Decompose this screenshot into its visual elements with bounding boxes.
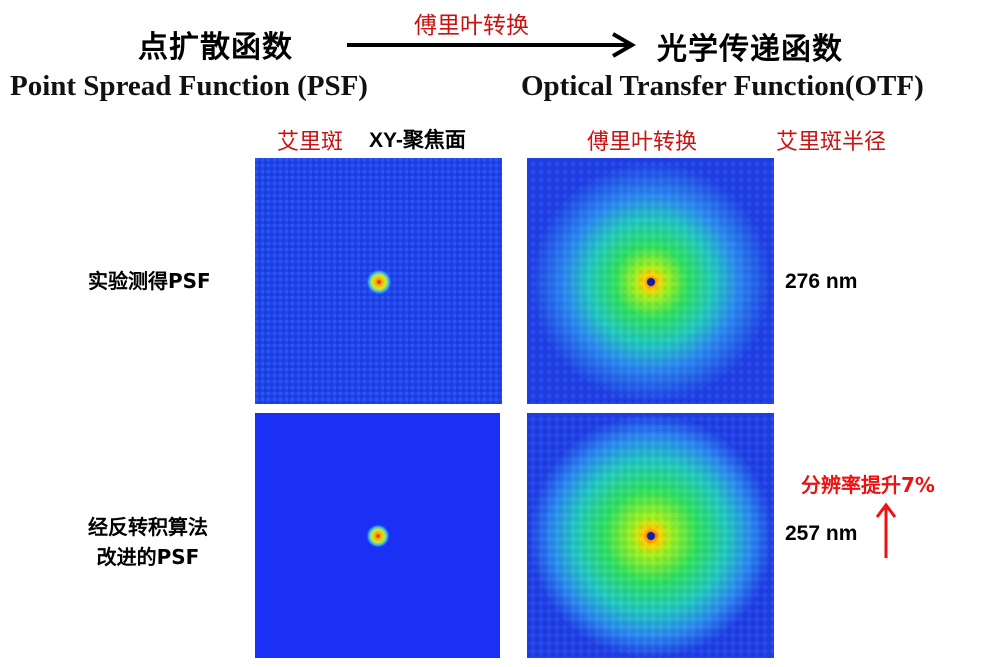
psf-title-en: Point Spread Function (PSF) <box>10 70 368 102</box>
otf-image-improved <box>527 413 774 658</box>
radius-value-improved: 257 nm <box>785 522 858 545</box>
otf-image-measured <box>527 158 774 404</box>
right-arrow-icon <box>347 32 636 58</box>
otf-title-cn: 光学传递函数 <box>657 32 843 67</box>
psf-image-measured <box>255 158 502 404</box>
psf-title-cn: 点扩散函数 <box>138 30 293 65</box>
column-label-fourier: 傅里叶转换 <box>587 130 698 155</box>
column-label-airy-spot: 艾里斑 <box>277 130 344 155</box>
otf-title-en: Optical Transfer Function(OTF) <box>521 70 924 102</box>
row-label-line: 经反转积算法 <box>88 515 208 539</box>
row-label-line: 改进的PSF <box>96 545 200 569</box>
psf-image-improved <box>255 413 500 658</box>
resolution-improvement-label: 分辨率提升7% <box>801 473 935 497</box>
column-label-airy-radius: 艾里斑半径 <box>776 130 887 155</box>
row-label-measured-psf: 实验测得PSF <box>88 266 211 296</box>
column-label-focal-plane: XY-聚焦面 <box>369 129 466 152</box>
radius-value-measured: 276 nm <box>785 270 858 293</box>
arrow-label: 傅里叶转换 <box>414 13 529 39</box>
up-arrow-icon <box>875 502 897 558</box>
row-label-line: 实验测得PSF <box>88 269 211 293</box>
row-label-improved-psf: 经反转积算法 改进的PSF <box>88 512 208 572</box>
